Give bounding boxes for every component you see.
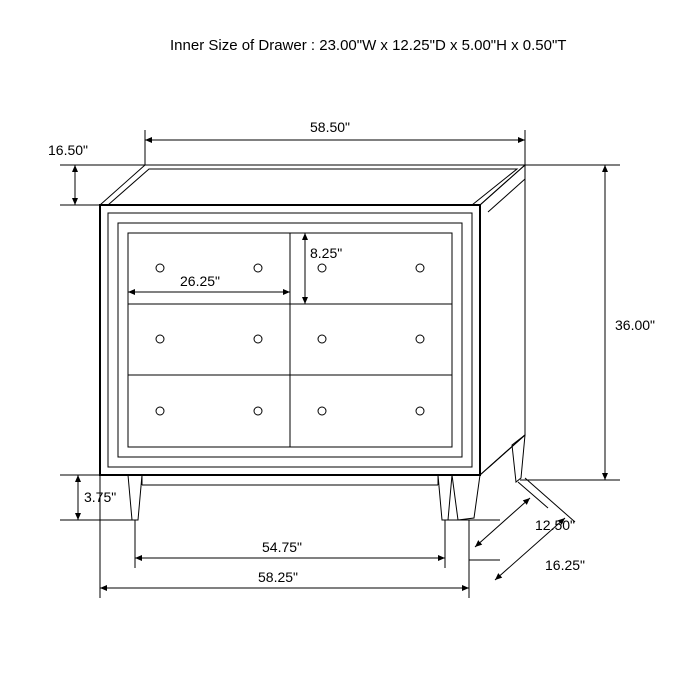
svg-text:16.50": 16.50" xyxy=(48,142,88,158)
svg-text:36.00": 36.00" xyxy=(615,317,655,333)
title-text: Inner Size of Drawer : 23.00"W x 12.25"D… xyxy=(170,37,566,54)
svg-text:16.25": 16.25" xyxy=(545,557,585,573)
dim-drawer-width: 26.25" xyxy=(128,273,290,292)
svg-text:58.50": 58.50" xyxy=(310,119,350,135)
svg-text:54.75": 54.75" xyxy=(262,539,302,555)
cabinet-top xyxy=(100,165,525,205)
dim-leg-height: 3.75" xyxy=(60,475,132,520)
svg-text:58.25": 58.25" xyxy=(258,569,298,585)
dim-drawer-height: 8.25" xyxy=(305,233,342,304)
svg-text:26.25": 26.25" xyxy=(180,273,220,289)
legs-side xyxy=(452,435,525,520)
svg-text:12.50": 12.50" xyxy=(535,517,575,533)
cabinet-side xyxy=(480,165,525,475)
dim-top-width: 58.50" xyxy=(145,119,525,165)
dim-bottom-width: 58.25" xyxy=(100,475,469,598)
dim-overall-height: 36.00" xyxy=(520,165,655,480)
dim-inner-width: 54.75" xyxy=(135,520,445,568)
dimension-drawing: Inner Size of Drawer : 23.00"W x 12.25"D… xyxy=(0,0,700,700)
drawers xyxy=(128,233,452,447)
legs-front xyxy=(128,475,452,520)
dim-top-depth: 16.50" xyxy=(48,142,145,205)
svg-text:8.25": 8.25" xyxy=(310,245,342,261)
dim-foot-depth: 12.50" xyxy=(448,482,575,547)
